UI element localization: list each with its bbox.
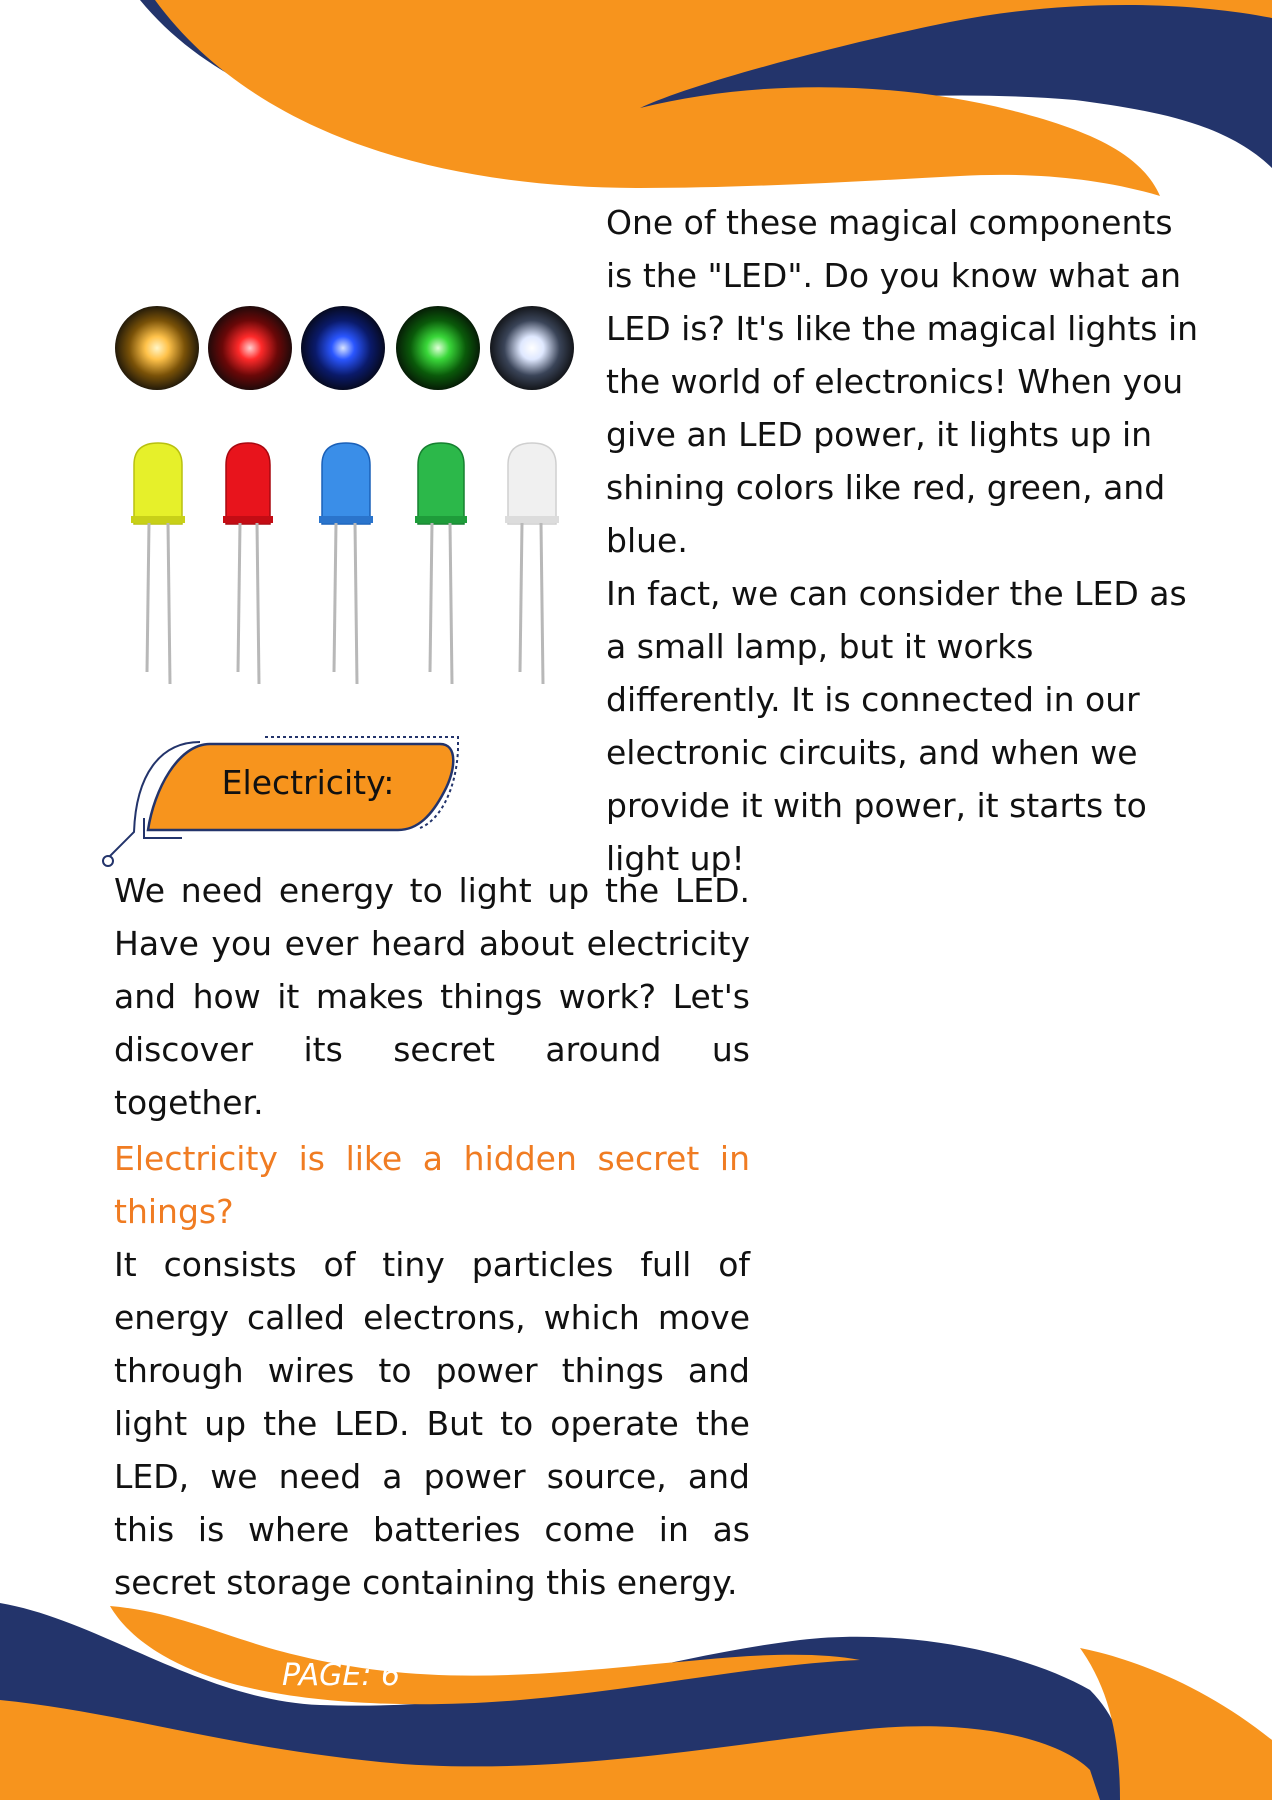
led-illustration <box>115 306 574 685</box>
page-number-value: 6 <box>380 1658 401 1693</box>
led-glow-blue <box>301 306 385 390</box>
led-glow-white <box>490 306 574 390</box>
led-green <box>415 442 467 685</box>
led-glow-green <box>396 306 480 390</box>
page-number: PAGE: 6 <box>282 1656 400 1696</box>
banner-dotted-outline <box>265 736 459 829</box>
energy-paragraph: We need energy to light up the LED. Have… <box>114 871 750 1122</box>
bottom-wave-orange-top <box>110 1606 860 1705</box>
highlight-question: Electricity is like a hidden secret in t… <box>114 1139 750 1231</box>
page-label: PAGE: <box>282 1658 381 1693</box>
led-blue <box>319 442 373 685</box>
banner-shape <box>146 742 455 832</box>
led-white <box>505 442 559 685</box>
led-glow-red <box>208 306 292 390</box>
banner-connector-line <box>103 741 201 863</box>
bottom-wave-orange-right <box>1080 1648 1272 1800</box>
section-heading: Electricity: <box>221 763 395 802</box>
heading-banner <box>102 736 459 867</box>
led-yellow <box>131 442 185 685</box>
intro-paragraph: One of these magical components is the "… <box>606 203 1199 560</box>
top-wave-decoration <box>140 0 1272 196</box>
lamp-paragraph: In fact, we can consider the LED as a sm… <box>606 574 1187 878</box>
led-glow-yellow <box>115 306 199 390</box>
led-red <box>223 442 273 685</box>
top-wave-orange <box>155 0 1272 196</box>
banner-connector-line-inner <box>143 818 182 839</box>
banner-connector-node <box>102 855 114 867</box>
electrons-paragraph: It consists of tiny particles full of en… <box>114 1245 750 1602</box>
bottom-wave-orange-left <box>0 1700 1100 1800</box>
